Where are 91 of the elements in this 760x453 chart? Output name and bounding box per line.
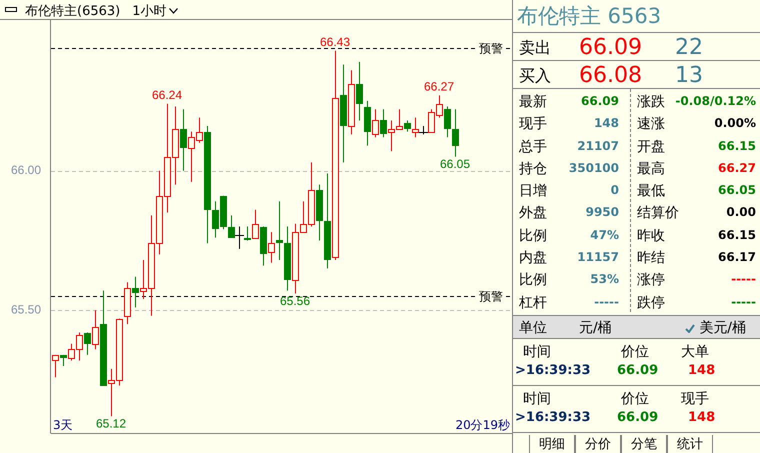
text: 21107 xyxy=(577,138,619,153)
annotation: 20分19秒 xyxy=(455,417,510,434)
candlestick xyxy=(452,108,459,158)
chart-title: 布伦特主(6563) xyxy=(25,3,120,20)
text: 布伦特主 6563 xyxy=(513,0,760,33)
text: 美元/桶 xyxy=(699,318,746,337)
candlestick xyxy=(444,106,451,138)
chart-subtitle: 1小时 xyxy=(132,3,167,20)
text: 结算价 xyxy=(637,204,679,222)
text: 现手 xyxy=(519,115,547,134)
text: 66.09 xyxy=(581,94,619,108)
text: 66.09 xyxy=(617,362,658,378)
candlestick xyxy=(228,214,235,238)
text: 统计 xyxy=(667,434,713,453)
text: 杠杆 xyxy=(519,294,547,312)
candlestick xyxy=(356,61,363,121)
text: 大单 xyxy=(681,342,709,361)
text: 66.17 xyxy=(718,250,756,264)
text: 350100 xyxy=(568,160,619,175)
text: 内盘 xyxy=(519,249,547,268)
text: 涨停 xyxy=(637,271,665,290)
text: 0.00 xyxy=(726,205,756,220)
text: 148 xyxy=(688,410,716,425)
text: 0 xyxy=(610,183,619,198)
text: 涨跌 xyxy=(637,93,665,111)
annotation: 3天 xyxy=(53,417,73,434)
text: 昨结 xyxy=(637,249,665,268)
candlestick xyxy=(404,120,411,132)
candlestick xyxy=(380,108,387,138)
text: ----- xyxy=(594,294,619,309)
text: 时间 xyxy=(523,390,551,408)
annotation: 66.27 xyxy=(424,80,454,94)
text: 66.15 xyxy=(718,228,756,242)
text: 比例 xyxy=(519,271,547,290)
text: 最低 xyxy=(637,182,665,200)
text: 昨收 xyxy=(637,226,665,245)
text: 53% xyxy=(590,272,619,286)
text: 元/桶 xyxy=(579,318,612,337)
text: 卖出 xyxy=(519,38,551,59)
text: 总手 xyxy=(519,138,547,156)
text: 148 xyxy=(688,362,716,378)
annotation: 65.56 xyxy=(280,294,310,308)
annotation: 66.24 xyxy=(152,88,182,102)
text: 66.15 xyxy=(718,138,756,153)
y-tick-label: 65.50 xyxy=(10,302,42,317)
ref-line-label: 预警 xyxy=(479,42,503,56)
text: ----- xyxy=(731,294,756,309)
text: 66.27 xyxy=(718,160,756,175)
annotation: 66.43 xyxy=(320,35,350,50)
candlestick xyxy=(276,200,283,260)
text: 13 xyxy=(675,63,703,88)
text: 时间 xyxy=(523,342,551,361)
text: 买入 xyxy=(519,66,551,87)
text: 66.08 xyxy=(579,63,642,88)
text: 9950 xyxy=(586,205,619,220)
candlestick xyxy=(244,226,251,241)
annotation: 65.12 xyxy=(96,416,126,431)
annotation: 66.05 xyxy=(440,157,470,172)
text: 66.09 xyxy=(579,35,642,60)
text: 最新 xyxy=(519,93,547,111)
text: 最高 xyxy=(637,160,665,178)
text: 148 xyxy=(594,116,619,130)
text: >16:39:33 xyxy=(515,410,591,425)
y-tick-label: 66.00 xyxy=(10,163,42,177)
text: 持仓 xyxy=(519,160,547,178)
text: 单位 xyxy=(519,318,547,337)
text: 分笔 xyxy=(621,434,667,453)
candlestick xyxy=(132,276,139,308)
text: 66.09 xyxy=(617,410,658,425)
text: 0.00% xyxy=(714,116,756,130)
text: 开盘 xyxy=(637,138,665,156)
text: -0.08/0.12% xyxy=(675,94,756,108)
text: 速涨 xyxy=(637,115,665,134)
text: 日增 xyxy=(519,182,547,200)
candlestick xyxy=(180,108,187,172)
ref-line-label: 预警 xyxy=(479,290,503,304)
text: 价位 xyxy=(621,342,649,361)
text: 11157 xyxy=(577,250,619,264)
text: 比例 xyxy=(519,226,547,245)
text: 66.05 xyxy=(718,183,756,198)
text: 外盘 xyxy=(519,204,547,222)
candlestick xyxy=(84,332,91,356)
text: >16:39:33 xyxy=(515,362,591,378)
text: 价位 xyxy=(621,390,649,408)
text: 明细 xyxy=(529,434,575,453)
text: 跌停 xyxy=(637,294,665,312)
text: 47% xyxy=(590,228,619,242)
text: 现手 xyxy=(681,390,709,408)
text: ----- xyxy=(731,272,756,286)
text: 分价 xyxy=(575,434,621,453)
text: 22 xyxy=(675,35,703,60)
